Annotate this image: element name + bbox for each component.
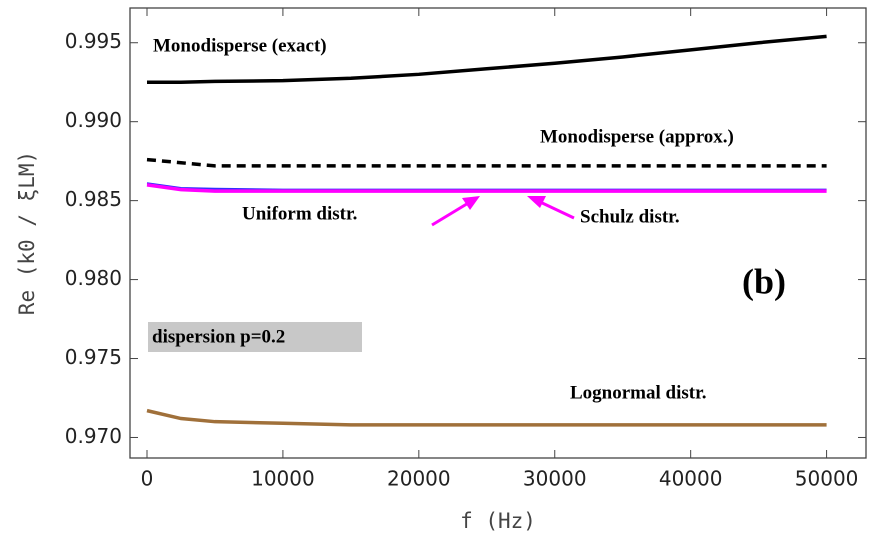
x-tick-label: 30000 bbox=[523, 467, 587, 491]
series-line bbox=[146, 182, 827, 191]
series-line bbox=[146, 408, 827, 427]
annotation: (b) bbox=[742, 261, 786, 301]
y-tick-label: 0.995 bbox=[65, 29, 122, 53]
x-tick-label: 40000 bbox=[659, 467, 723, 491]
x-tick-label: 20000 bbox=[387, 467, 451, 491]
y-tick-label: 0.970 bbox=[65, 424, 122, 448]
series-label: Monodisperse (exact) bbox=[153, 35, 327, 56]
series-line bbox=[146, 157, 827, 168]
y-tick-label: 0.990 bbox=[65, 108, 122, 132]
series-line bbox=[146, 183, 827, 193]
series-label: Lognormal distr. bbox=[570, 382, 707, 403]
x-tick-label: 10000 bbox=[251, 467, 315, 491]
x-tick-label: 0 bbox=[141, 467, 154, 491]
y-axis-label: Re (k0 / ξLM) bbox=[15, 151, 39, 315]
series-label: Uniform distr. bbox=[242, 203, 357, 224]
plot-frame bbox=[129, 7, 867, 459]
y-tick-label: 0.980 bbox=[65, 266, 122, 290]
series-line bbox=[146, 34, 827, 84]
annotation: dispersion p=0.2 bbox=[152, 326, 285, 347]
arrows bbox=[431, 196, 575, 227]
x-tick-label: 50000 bbox=[795, 467, 859, 491]
annotation-box bbox=[148, 322, 362, 352]
x-axis-label: f (Hz) bbox=[460, 509, 536, 533]
y-tick-label: 0.985 bbox=[65, 187, 122, 211]
series-label: Schulz distr. bbox=[580, 206, 680, 227]
y-tick-label: 0.975 bbox=[65, 345, 122, 369]
series-label: Monodisperse (approx.) bbox=[540, 126, 734, 147]
